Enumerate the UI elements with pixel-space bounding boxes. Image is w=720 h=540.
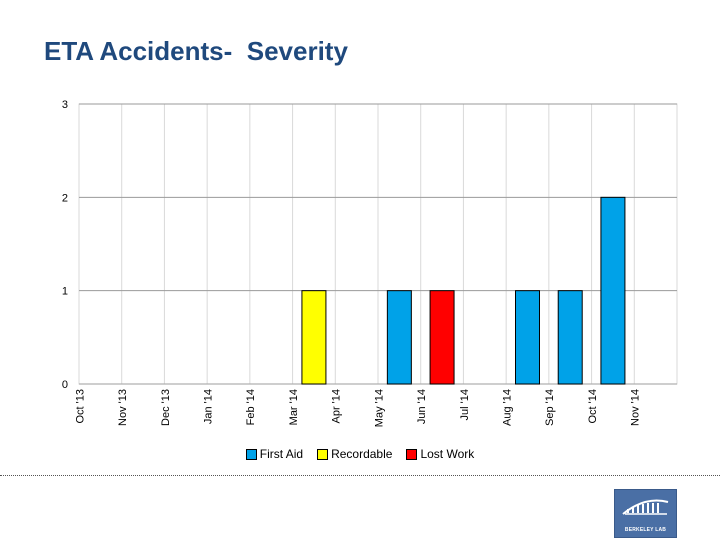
x-tick-label: Nov '13 [117,389,129,426]
y-tick-label: 2 [62,192,68,204]
x-tick-label: Apr '14 [331,389,343,424]
x-tick-label: Nov '14 [630,389,642,426]
footer-divider [0,475,720,476]
legend-label-first-aid: First Aid [259,447,304,461]
x-tick-label: Jul '14 [459,389,471,420]
y-tick-label: 0 [62,379,68,391]
y-tick-label: 1 [62,286,68,298]
bar [515,290,540,385]
x-tick-label: Jan '14 [203,389,215,424]
x-tick-label: Oct '13 [74,389,86,424]
x-tick-label: Mar '14 [288,389,300,425]
slide-title: ETA Accidents- Severity [44,36,348,66]
legend-item-lost-work: Lost Work [406,447,474,461]
chart-legend: First Aid Recordable Lost Work [0,447,720,461]
legend-swatch-lost-work [406,448,418,460]
y-tick-label: 3 [62,99,68,111]
bar [386,290,412,385]
x-tick-label: Feb '14 [245,389,257,425]
legend-item-first-aid: First Aid [245,447,304,461]
x-tick-label: Dec '13 [160,389,172,426]
bar [301,290,327,385]
x-tick-label: Aug '14 [502,389,514,426]
legend-swatch-first-aid [245,448,257,460]
bar [429,290,455,385]
bar [557,290,583,385]
logo-text: BERKELEY LAB [624,527,667,533]
x-tick-label: Jun '14 [416,389,428,424]
x-tick-label: May '14 [373,389,385,427]
berkeley-lab-logo: BERKELEY LAB [614,489,677,538]
legend-label-lost-work: Lost Work [420,447,475,461]
x-tick-label: Sep '14 [544,389,556,426]
bar [600,196,626,385]
x-tick-label: Oct '14 [587,389,599,424]
legend-item-recordable: Recordable [317,447,392,461]
legend-label-recordable: Recordable [331,447,393,461]
legend-swatch-recordable [317,448,329,460]
lab-building-icon [622,499,669,515]
